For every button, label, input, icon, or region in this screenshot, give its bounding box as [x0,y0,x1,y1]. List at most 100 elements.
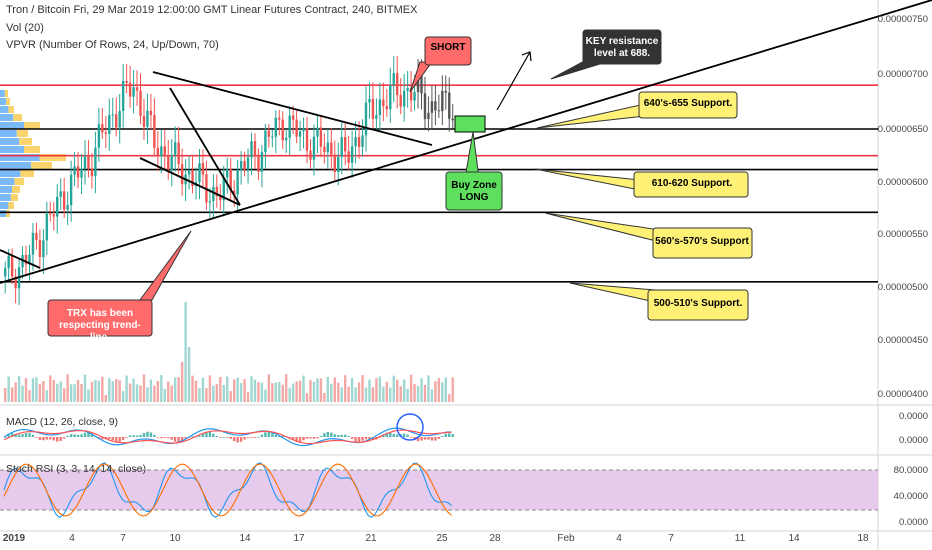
volume-bar [87,389,90,402]
volume-bar [205,388,208,402]
macd-histogram-bar [451,434,454,437]
macd-histogram-bar [430,437,434,441]
candle-body [139,90,142,117]
macd-histogram-bar [7,434,10,437]
macd-histogram-bar [434,437,437,441]
short-callout-text: SHORT [430,42,466,53]
candle-body [281,119,284,141]
volume-bar [239,382,243,402]
macd-histogram-bar [128,435,132,437]
candle-body [142,116,146,127]
vpvr-bar-up [0,90,5,97]
buy-zone-callout-box [445,171,503,211]
volume-bar [4,388,7,402]
volume-bar [312,381,316,402]
key-resistance-callout-box [582,29,662,65]
volume-bar [406,388,409,402]
vpvr-bar-up [0,106,9,113]
macd-highlight-circle [396,413,424,441]
volume-bar [243,379,246,402]
vpvr-bar-down [19,138,32,145]
volume-indicator-label[interactable]: Vol (20) [6,22,44,34]
volume-bar [69,384,73,402]
volume-bar [80,383,83,402]
volume-bar [434,381,437,402]
key-resistance-callout-text: KEY resistance level at 688. [585,36,659,59]
macd-histogram-bar [184,437,187,439]
candle-body [434,101,437,111]
vpvr-bar-down [6,98,10,105]
candle-body [62,191,66,210]
volume-bar [83,374,87,402]
macd-histogram-bar [66,435,69,437]
volume-bar [361,375,364,402]
macd-histogram-bar [295,437,298,443]
volume-bar [142,374,146,402]
price-tick: 0.00000700 [877,69,928,80]
stoch-pane-label[interactable]: Stoch RSI (3, 3, 14, 14, close) [6,463,147,475]
macd-histogram-bar [10,433,14,437]
macd-histogram-bar [52,437,55,441]
macd-histogram-bar [17,434,21,437]
macd-histogram-bar [378,437,382,438]
macd-histogram-bar [326,431,330,437]
candle-body [416,75,420,92]
candle-body [80,168,83,178]
volume-bar [42,380,45,402]
vpvr-indicator-label[interactable]: VPVR (Number Of Rows, 24, Up/Down, 70) [6,39,219,51]
macd-histogram-bar [226,437,229,438]
volume-bar [201,377,205,402]
candle-body [38,240,42,258]
macd-histogram-bar [201,433,205,437]
candle-body [125,80,128,83]
macd-histogram-bar [427,437,430,440]
target-arrowhead [521,51,532,62]
volume-bar [444,377,447,402]
price-tag-last: 0.00000671 [880,99,931,110]
descending-trendline [152,71,433,146]
volume-bar [14,382,17,402]
macd-pane-label[interactable]: MACD (12, 26, close, 9) [6,416,119,428]
volume-bar [104,395,108,402]
candle-body [413,91,416,101]
wedge-line [139,157,241,206]
price-tick: 0.00000550 [877,229,928,240]
candle-body [246,157,250,170]
macd-histogram-bar [69,434,73,437]
macd-histogram-bar [31,434,35,437]
candle-body [208,201,212,203]
macd-histogram-bar [316,437,319,439]
candle-body [441,90,444,112]
candle-body [170,155,173,171]
volume-bar [45,390,49,402]
candle-body [298,131,302,137]
volume-bar [337,382,340,402]
macd-histogram-bar [170,437,173,440]
volume-bar [90,381,94,402]
volume-bar [160,375,163,402]
candle-body [191,170,194,186]
volume-bar [31,378,35,402]
macd-histogram-bar [406,434,409,437]
candle-body [146,110,149,127]
candle-body [267,130,271,137]
macd-histogram-bar [139,434,142,437]
volume-bar [420,378,423,402]
macd-histogram-bar [111,437,114,441]
candle-body [288,115,291,138]
macd-histogram-bar [389,432,392,437]
candle-body [24,254,28,265]
candle-body [212,186,215,202]
volume-bar [257,382,260,402]
vpvr-bar-down [6,210,10,217]
candle-body [121,80,125,112]
candle-body [21,254,24,268]
volume-bar [326,376,330,402]
macd-histogram-bar [132,435,135,437]
support-610-callout-text: 610-620 Support. [651,178,733,189]
macd-histogram-bar [312,437,316,439]
volume-bar [101,376,104,402]
vpvr-bar-down [12,186,20,193]
